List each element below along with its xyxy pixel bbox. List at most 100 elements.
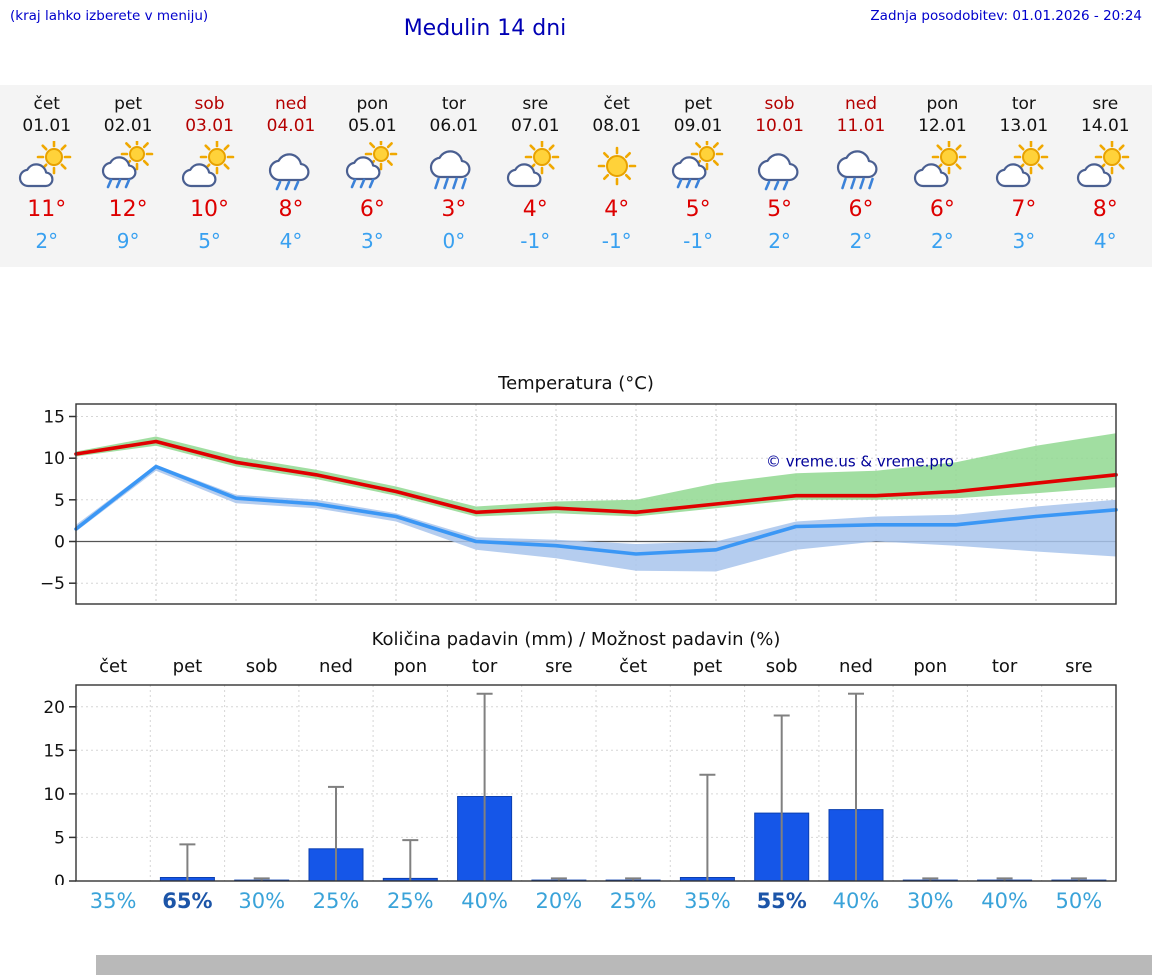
precip-probability: 55% [756,889,807,913]
svg-text:5: 5 [54,491,65,511]
day-column[interactable]: sre 14.01 8° 4° [1065,93,1146,253]
day-column[interactable]: čet 08.01 4° -1° [576,93,657,253]
temp-min: 4° [1093,229,1117,253]
temp-min: 4° [279,229,303,253]
sun-cloud-rain-icon [332,141,413,193]
day-name: sob [764,94,795,114]
precip-probability: 25% [609,889,657,913]
temp-max: 6° [359,197,385,222]
day-name: pet [684,94,713,114]
day-date: 06.01 [429,116,479,136]
day-column[interactable]: pon 05.01 6° 3° [332,93,413,253]
precip-probability: 40% [832,889,880,913]
forecast-day-strip: čet 01.01 11° 2° pet 02.01 12° 9° sob 03.01 10° 5° n… [0,85,1152,267]
footer-bar [96,955,1152,975]
precip-probability: 20% [535,889,583,913]
svg-text:10: 10 [43,785,65,805]
temp-min: 2° [35,229,59,253]
svg-text:15: 15 [43,741,65,761]
sun-cloud-icon [1065,141,1146,193]
temp-max: 4° [522,197,548,222]
svg-text:−5: −5 [40,574,65,594]
temp-max: 11° [27,197,67,222]
svg-text:0: 0 [54,872,65,885]
day-column[interactable]: ned 04.01 8° 4° [250,93,331,253]
precip-day-label: tor [991,656,1018,677]
day-column[interactable]: tor 13.01 7° 3° [983,93,1064,253]
day-date: 04.01 [266,116,316,136]
menu-hint[interactable]: (kraj lahko izberete v meniju) [10,8,209,24]
temp-min: 2° [768,229,791,253]
day-name: ned [844,94,877,114]
precip-probability-row: 35% 65% 30% 25% 25% 40% 20% 25% 35% 55% 40% 30% 40% 5… [76,889,1116,913]
page-title: Medulin 14 dni [403,16,567,41]
sun-icon [576,141,657,193]
precip-day-label: sre [545,656,573,677]
temp-min: -1° [683,229,714,253]
precip-probability: 40% [981,889,1028,913]
sun-cloud-icon [983,141,1064,193]
day-column[interactable]: pet 02.01 12° 9° [87,93,168,253]
cloud-rain-icon [739,141,820,193]
precip-probability: 35% [684,889,731,913]
temp-min: 0° [442,229,466,253]
sun-cloud-rain-icon [87,141,168,193]
precip-day-label: tor [471,656,498,677]
temp-max: 7° [1011,197,1037,222]
day-column[interactable]: pet 09.01 5° -1° [657,93,738,253]
day-name: sre [1092,94,1119,114]
sun-cloud-rain-icon [657,141,738,193]
day-name: pon [356,94,389,114]
temp-max: 12° [108,197,148,222]
day-date: 09.01 [673,116,723,136]
day-date: 11.01 [836,116,886,136]
temp-max: 8° [1092,197,1118,222]
day-column[interactable]: ned 11.01 6° 2° [820,93,901,253]
last-update: Zadnja posodobitev: 01.01.2026 - 20:24 [870,8,1142,24]
temp-min: 9° [116,229,140,253]
day-column[interactable]: čet 01.01 11° 2° [6,93,87,253]
precip-day-label: sob [245,656,278,677]
day-name: tor [441,94,466,114]
cloud-heavy-rain-icon [820,141,901,193]
temp-max: 3° [441,197,467,222]
day-name: sob [194,94,225,114]
temp-min: 3° [1012,229,1036,253]
day-column[interactable]: sob 10.01 5° 2° [739,93,820,253]
day-name: čet [33,94,60,114]
precip-probability: 35% [89,889,137,913]
temp-min: 3° [361,229,384,253]
precip-probability: 30% [238,889,286,913]
temperature-chart-title: Temperatura (°C) [498,373,654,394]
day-date: 08.01 [592,116,642,136]
watermark: © vreme.us & vreme.pro [766,453,954,471]
cloud-heavy-rain-icon [413,141,494,193]
svg-text:15: 15 [43,408,65,428]
temperature-chart: −5 0 5 10 15 © vreme.us & vreme.pro [40,403,1118,605]
precipitation-chart: 0 5 10 15 20 [43,684,1117,885]
day-column[interactable]: sre 07.01 4° -1° [495,93,576,253]
day-date: 01.01 [22,116,72,136]
day-column[interactable]: pon 12.01 6° 2° [902,93,983,253]
precip-probability: 65% [162,889,213,913]
temperature-section: Temperatura (°C) −5 0 5 10 15 © vreme.us & vr… [0,372,1152,612]
day-date: 03.01 [185,116,234,136]
temp-max: 6° [929,197,955,222]
sun-cloud-icon [6,141,87,193]
precipitation-section: Količina padavin (mm) / Možnost padavin … [0,628,1152,913]
sun-cloud-icon [902,141,983,193]
day-date: 13.01 [999,116,1049,136]
temp-min: 5° [198,229,221,253]
weather-forecast-page: (kraj lahko izberete v meniju) Medulin 1… [0,8,1152,975]
day-date: 07.01 [510,116,560,136]
day-date: 02.01 [103,116,153,136]
temp-max: 4° [604,197,630,222]
svg-text:5: 5 [54,828,65,848]
day-column[interactable]: sob 03.01 10° 5° [169,93,250,253]
temp-max: 10° [190,197,230,222]
svg-text:0: 0 [54,533,65,553]
day-column[interactable]: tor 06.01 3° 0° [413,93,494,253]
precip-day-label: pon [393,656,428,677]
day-name: sre [522,94,549,114]
precip-probability: 50% [1055,889,1103,913]
